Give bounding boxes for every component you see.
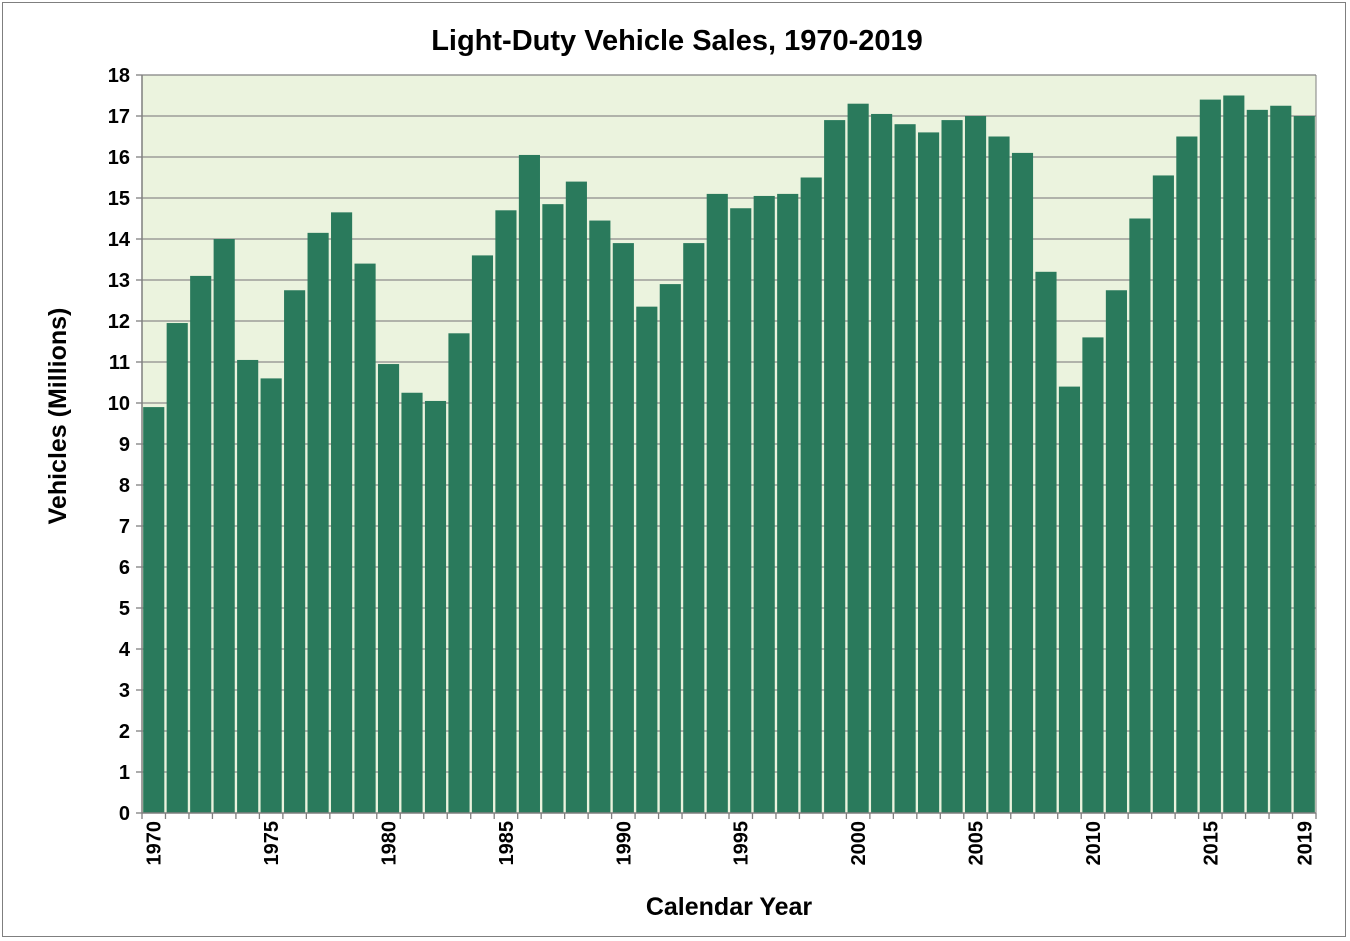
y-tick-label: 0 bbox=[119, 803, 130, 825]
bar-2018 bbox=[1270, 105, 1292, 813]
bar-2000 bbox=[847, 103, 869, 813]
bar-2016 bbox=[1223, 95, 1245, 813]
y-tick-label: 9 bbox=[119, 434, 130, 456]
bar-1984 bbox=[471, 255, 494, 813]
y-tick-label: 4 bbox=[119, 639, 131, 661]
bar-2011 bbox=[1105, 290, 1127, 813]
bar-1981 bbox=[401, 392, 423, 813]
x-tick-label: 2010 bbox=[1083, 821, 1105, 866]
x-tick-label: 1980 bbox=[379, 821, 401, 866]
bar-1980 bbox=[377, 364, 400, 813]
y-tick-label: 12 bbox=[108, 311, 130, 333]
bar-2019 bbox=[1293, 116, 1315, 813]
bar-1999 bbox=[824, 120, 846, 814]
bar-2009 bbox=[1058, 386, 1081, 813]
y-tick-label: 11 bbox=[109, 352, 130, 374]
bar-2004 bbox=[941, 120, 963, 814]
bar-2007 bbox=[1011, 152, 1034, 813]
bar-1977 bbox=[307, 232, 329, 814]
bar-2002 bbox=[894, 124, 916, 813]
bar-2013 bbox=[1152, 175, 1174, 813]
bar-2017 bbox=[1246, 109, 1268, 814]
bar-1971 bbox=[166, 323, 188, 813]
bar-1998 bbox=[800, 177, 822, 813]
x-tick-label: 1975 bbox=[261, 821, 283, 866]
bar-2006 bbox=[988, 136, 1010, 813]
bar-1987 bbox=[542, 204, 564, 813]
x-tick-label: 1990 bbox=[613, 821, 635, 866]
y-tick-label: 6 bbox=[119, 557, 130, 579]
y-tick-label: 7 bbox=[119, 516, 130, 538]
x-tick-label: 1970 bbox=[144, 821, 166, 866]
bar-1985 bbox=[495, 210, 517, 814]
y-tick-label: 8 bbox=[119, 475, 130, 497]
bar-2012 bbox=[1129, 218, 1151, 813]
x-tick-label: 1995 bbox=[731, 821, 753, 866]
y-tick-label: 15 bbox=[108, 188, 130, 210]
bar-1996 bbox=[753, 195, 775, 813]
x-tick-label: 2019 bbox=[1294, 821, 1316, 866]
y-tick-label: 13 bbox=[108, 270, 130, 292]
bar-1972 bbox=[190, 275, 212, 813]
bar-1993 bbox=[683, 243, 705, 814]
y-tick-label: 10 bbox=[108, 393, 130, 415]
bar-1991 bbox=[636, 306, 658, 813]
bar-1979 bbox=[354, 263, 376, 814]
x-tick-label: 2005 bbox=[966, 821, 988, 866]
y-tick-label: 18 bbox=[108, 65, 130, 87]
bar-1974 bbox=[237, 359, 259, 813]
bar-1988 bbox=[565, 181, 587, 814]
chart-title: Light-Duty Vehicle Sales, 1970-2019 bbox=[431, 25, 923, 57]
y-tick-label: 14 bbox=[108, 229, 131, 251]
bar-1983 bbox=[448, 333, 470, 813]
bar-2003 bbox=[918, 132, 940, 813]
bar-2010 bbox=[1082, 337, 1104, 813]
y-axis-title: Vehicles (Millions) bbox=[44, 308, 72, 525]
bar-1986 bbox=[518, 154, 540, 813]
bar-1982 bbox=[424, 400, 447, 813]
y-tick-label: 1 bbox=[119, 762, 130, 784]
bar-1976 bbox=[284, 290, 306, 813]
bar-1992 bbox=[659, 284, 681, 814]
bar-1973 bbox=[213, 239, 235, 813]
y-tick-label: 2 bbox=[119, 721, 130, 743]
bar-1995 bbox=[730, 208, 752, 813]
bar-1989 bbox=[589, 220, 611, 814]
bar-1994 bbox=[706, 193, 728, 813]
y-tick-label: 3 bbox=[119, 680, 130, 702]
bars bbox=[143, 95, 1315, 814]
x-tick-label: 2015 bbox=[1200, 821, 1222, 866]
bar-1997 bbox=[777, 193, 799, 813]
bar-2015 bbox=[1199, 99, 1221, 814]
x-axis-title: Calendar Year bbox=[646, 893, 813, 921]
bar-1975 bbox=[260, 378, 282, 813]
x-tick-label: 1985 bbox=[496, 821, 518, 866]
bar-1990 bbox=[612, 243, 634, 814]
axes bbox=[136, 74, 1317, 819]
bar-2001 bbox=[871, 113, 893, 813]
y-tick-label: 17 bbox=[108, 106, 130, 128]
x-tick-label: 2000 bbox=[848, 821, 870, 866]
bar-2014 bbox=[1176, 136, 1198, 813]
bar-2005 bbox=[964, 116, 987, 813]
bar-2008 bbox=[1035, 271, 1057, 813]
bar-1970 bbox=[143, 407, 165, 813]
y-tick-label: 16 bbox=[108, 147, 130, 169]
bar-1978 bbox=[331, 212, 353, 814]
y-tick-label: 5 bbox=[119, 598, 130, 620]
x-tick-labels: 1970 1975 1980 1985 1990 1995 2000 2005 2010 2015… bbox=[144, 821, 1317, 866]
